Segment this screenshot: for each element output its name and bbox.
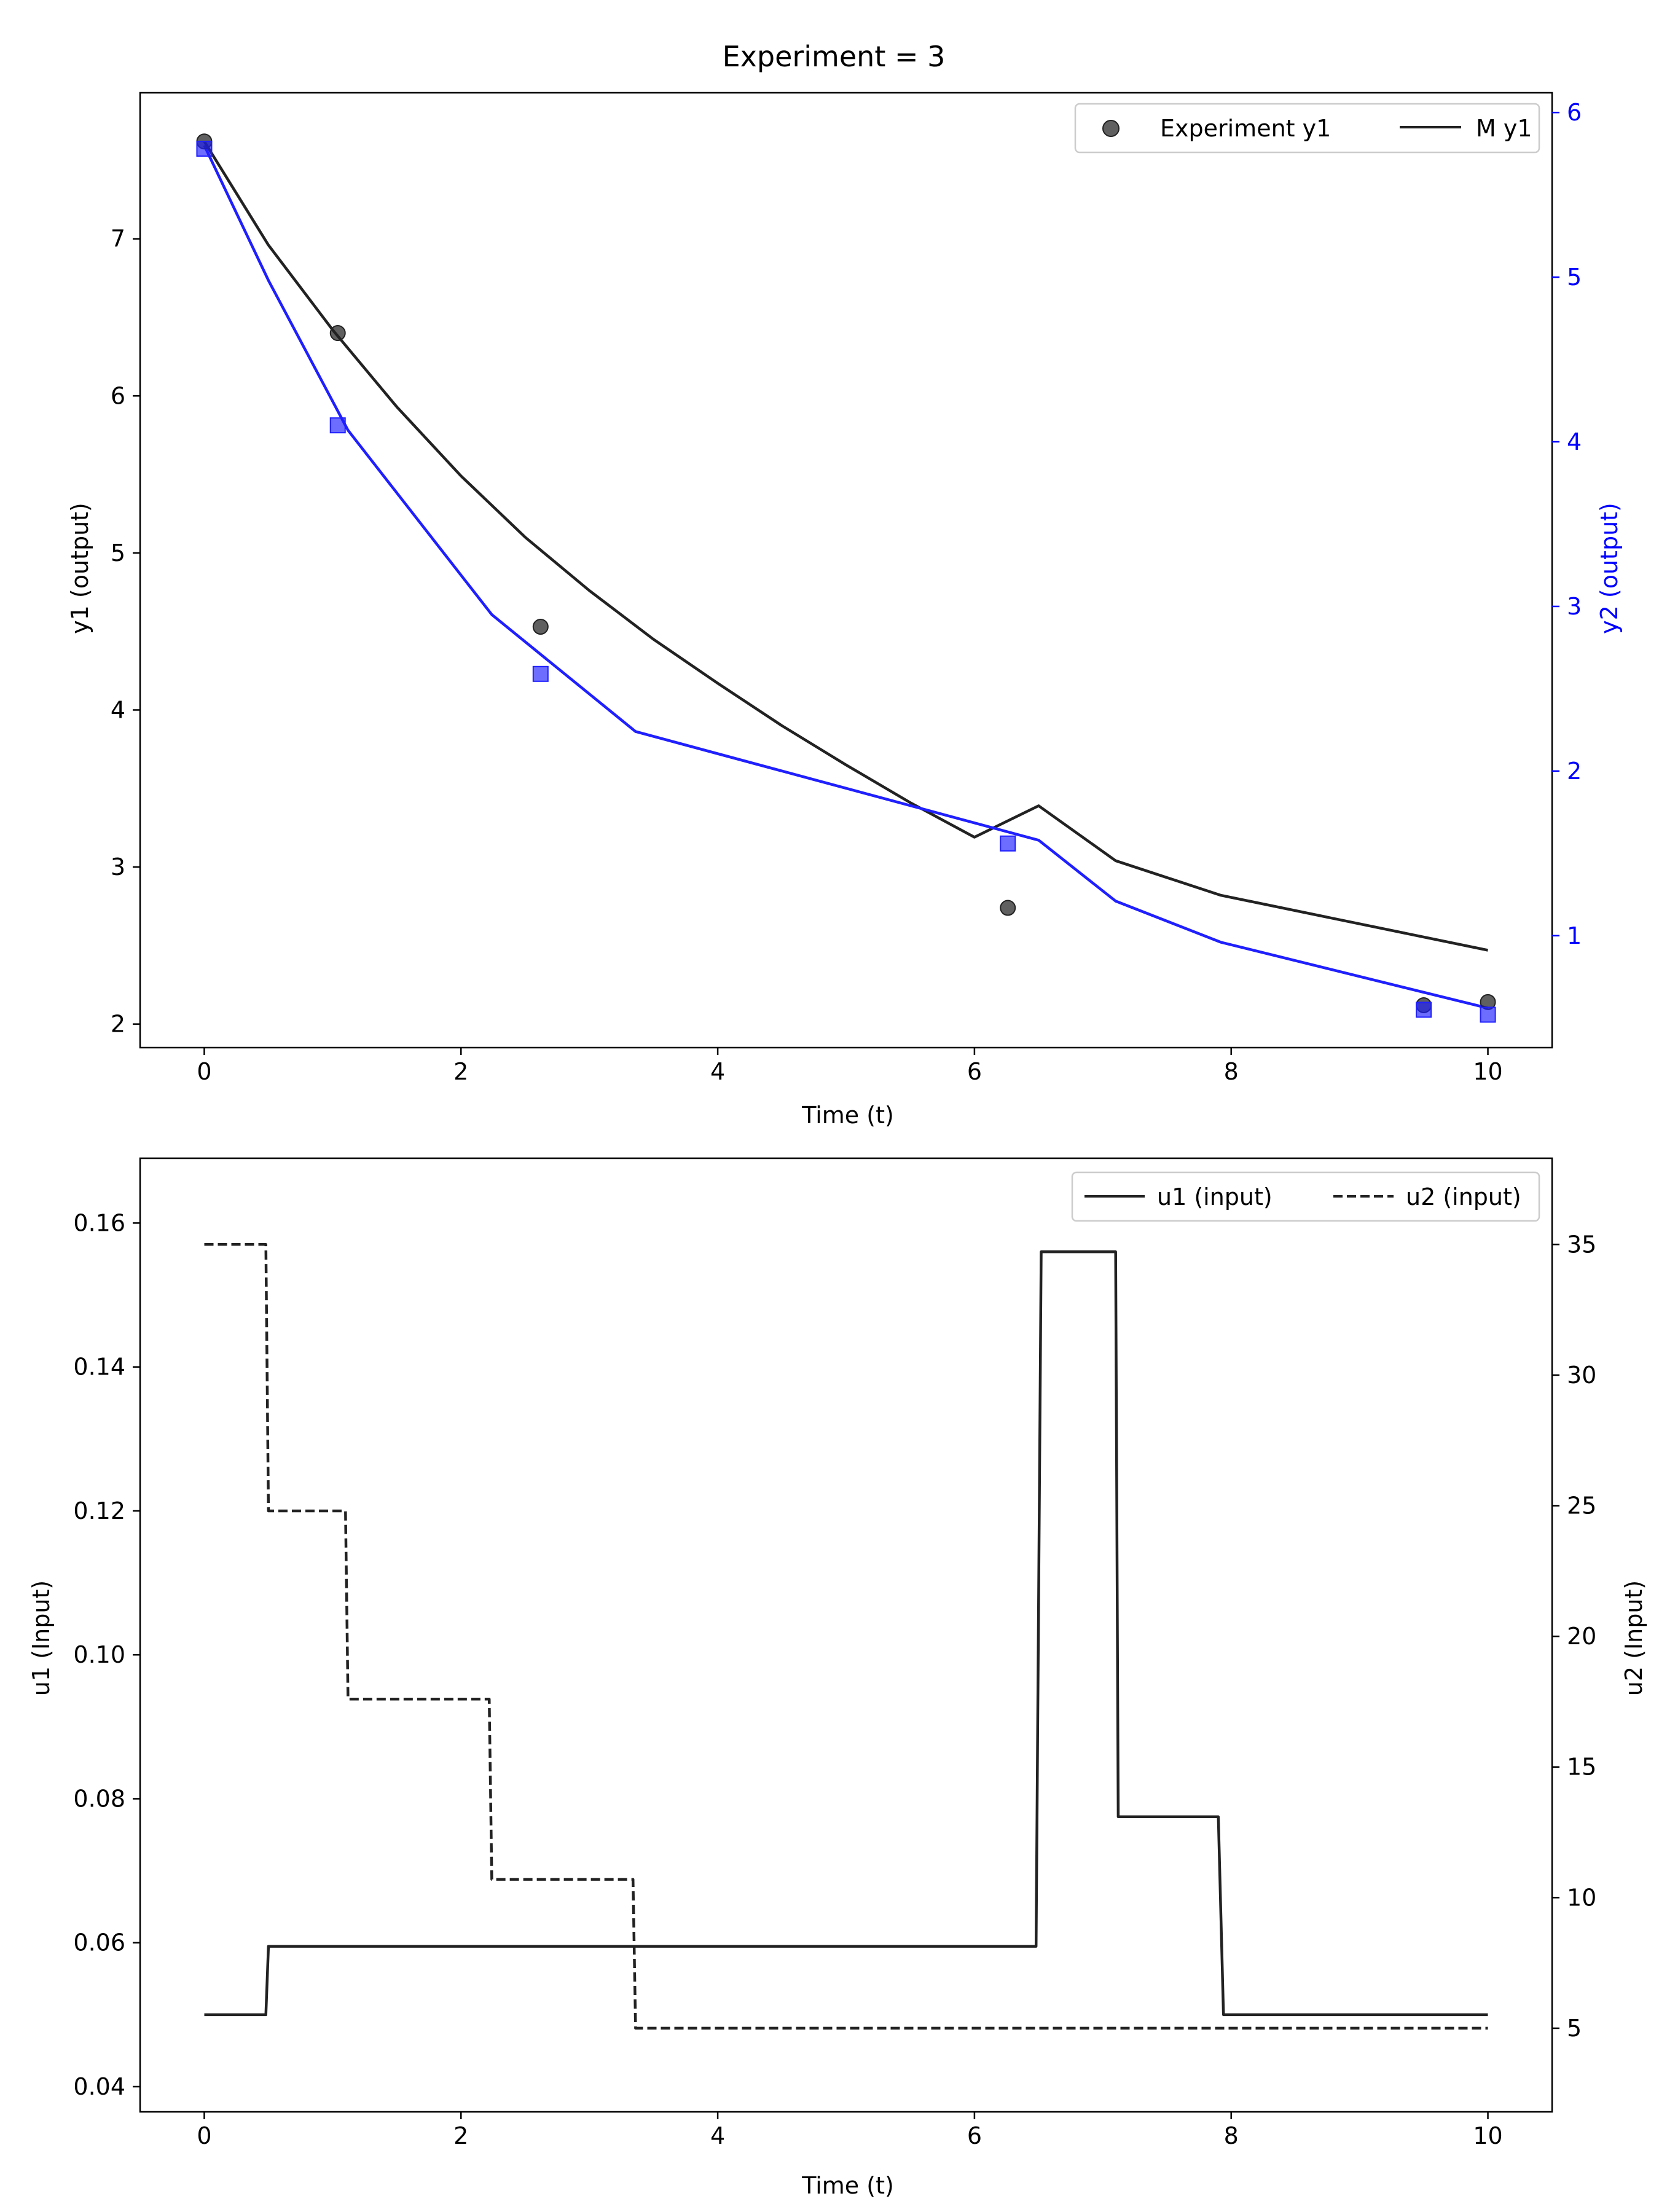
top-legend-frame <box>1074 103 1540 154</box>
top-ytick-label: 3 <box>111 853 125 880</box>
bottom-xtick-label: 2 <box>453 2122 468 2149</box>
top-point-experiment-y1 <box>329 325 346 342</box>
bottom-xtick-label: 0 <box>197 2122 211 2149</box>
bottom-ytick-right-label: 15 <box>1567 1754 1596 1781</box>
top-xtick-label: 10 <box>1473 1058 1502 1085</box>
bottom-ytick-right-label: 30 <box>1567 1362 1596 1389</box>
bottom-legend: u1 (input) u2 (input) <box>1071 1171 1540 1222</box>
top-ytick-right-label: 5 <box>1567 264 1582 291</box>
bottom-ytick-label: 0.16 <box>73 1209 125 1236</box>
top-ylabel: y1 (output) <box>66 503 93 634</box>
bottom-xtick-label: 8 <box>1224 2122 1239 2149</box>
bottom-ytick-label: 0.14 <box>73 1354 125 1381</box>
top-ytick-label: 2 <box>111 1011 125 1038</box>
top-ytick-label: 7 <box>111 226 125 253</box>
bottom-axes-frame <box>139 1157 1553 2113</box>
top-ytick-right-label: 6 <box>1567 99 1582 126</box>
top-xtick-label: 4 <box>710 1058 725 1085</box>
top-ytick-right-label: 1 <box>1567 922 1582 949</box>
top-point-experiment-y2 <box>196 141 213 157</box>
bottom-legend-frame <box>1071 1171 1540 1222</box>
bottom-input-plot: u1 (Input) u2 (Input) Time (t) 0 2 4 6 8 10 0.… <box>28 1157 1647 2199</box>
bottom-xtick-label: 6 <box>967 2122 982 2149</box>
top-xlabel: Time (t) <box>801 1102 894 1129</box>
bottom-xtick-label: 10 <box>1473 2122 1502 2149</box>
legend-label-u1: u1 (input) <box>1157 1183 1273 1210</box>
top-xtick-label: 6 <box>967 1058 982 1085</box>
top-legend: Experiment y1 M y1 <box>1074 103 1540 154</box>
bottom-ytick-label: 0.08 <box>73 1785 125 1812</box>
top-point-experiment-y2 <box>1000 835 1016 852</box>
top-point-experiment-y2 <box>532 665 549 682</box>
legend-label-m-y1: M y1 <box>1476 115 1532 142</box>
top-ytick-right-label: 4 <box>1567 428 1582 455</box>
top-xtick-label: 0 <box>197 1058 211 1085</box>
top-point-experiment-y1 <box>532 619 549 635</box>
figure-title: Experiment = 3 <box>723 40 946 73</box>
bottom-ytick-label: 0.12 <box>73 1497 125 1524</box>
bottom-ytick-right-label: 5 <box>1567 2015 1582 2042</box>
legend-marker-experiment-y1 <box>1102 120 1120 137</box>
bottom-series-u2-input <box>204 1243 1488 2030</box>
bottom-ytick-right-label: 35 <box>1567 1231 1596 1258</box>
top-ylabel-right: y2 (output) <box>1596 503 1623 634</box>
top-ytick-label: 5 <box>111 539 125 567</box>
top-point-experiment-y2 <box>1416 1002 1432 1018</box>
legend-label-u2: u2 (input) <box>1406 1183 1521 1210</box>
top-xtick-label: 8 <box>1224 1058 1239 1085</box>
bottom-ylabel: u1 (Input) <box>28 1580 55 1696</box>
top-point-experiment-y1 <box>1000 900 1016 916</box>
bottom-series-u1-input <box>204 1250 1488 2017</box>
top-ytick-right-label: 2 <box>1567 758 1582 785</box>
bottom-ytick-label: 0.04 <box>73 2073 125 2100</box>
bottom-xlabel: Time (t) <box>801 2172 894 2199</box>
bottom-ytick-right-label: 10 <box>1567 1884 1596 1911</box>
bottom-ytick-label: 0.06 <box>73 1929 125 1956</box>
bottom-ylabel-right: u2 (Input) <box>1620 1580 1647 1696</box>
top-xtick-label: 2 <box>453 1058 468 1085</box>
bottom-xtick-label: 4 <box>710 2122 725 2149</box>
legend-label-experiment-y1: Experiment y1 <box>1160 115 1331 142</box>
top-ytick-right-label: 3 <box>1567 593 1582 620</box>
top-series-m-y1 <box>203 141 1488 952</box>
top-ytick-label: 6 <box>111 382 125 409</box>
top-series-m-y2 <box>203 144 1489 1010</box>
top-output-plot: y1 (output) y2 (output) Time (t) 0 2 4 6 8 10… <box>66 92 1623 1129</box>
bottom-ytick-label: 0.10 <box>73 1641 125 1668</box>
top-point-experiment-y2 <box>329 417 346 434</box>
bottom-ytick-right-label: 25 <box>1567 1492 1596 1520</box>
bottom-ytick-right-label: 20 <box>1567 1623 1596 1650</box>
top-axes-frame <box>139 92 1553 1049</box>
top-point-experiment-y2 <box>1480 1006 1496 1023</box>
top-ytick-label: 4 <box>111 696 125 723</box>
